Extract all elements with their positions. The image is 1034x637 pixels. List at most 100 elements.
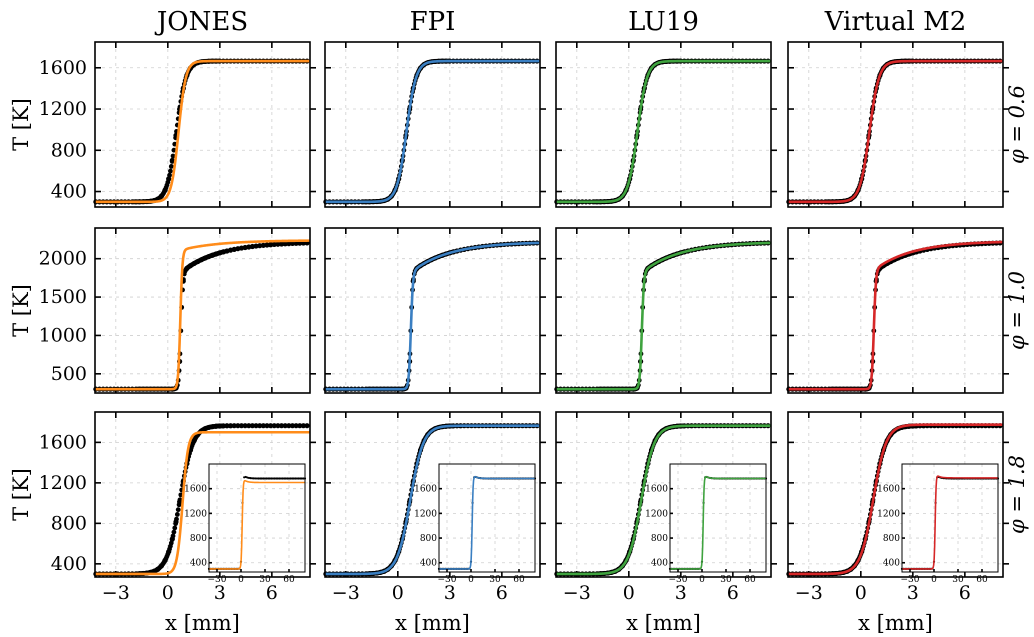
x-tick-label: 6 <box>496 582 508 604</box>
inset-fpi: −30 0 30 60 400 800 1200 1600 <box>414 463 537 585</box>
y-tick-label: 400 <box>51 553 87 575</box>
inset-model-line <box>670 475 766 570</box>
y-axis-title: T [K] <box>9 284 33 337</box>
reference-series-virtual-m2 <box>786 58 1003 205</box>
x-tick-label: 3 <box>214 582 226 604</box>
model-line-lu19 <box>556 241 772 391</box>
reference-point <box>260 423 266 429</box>
model-line-lu19 <box>556 59 771 204</box>
inset-x-tick-label: 0 <box>699 575 705 585</box>
inset-x-tick-label: 60 <box>283 575 295 585</box>
inset-reference-point <box>263 477 267 480</box>
x-tick-label: −3 <box>102 582 130 604</box>
inset-model-line <box>209 479 305 570</box>
axes-frame <box>94 411 311 578</box>
inset-reference-point <box>289 477 292 480</box>
reference-point <box>293 423 299 429</box>
inset-border <box>438 463 536 573</box>
inset-x-tick-label: −30 <box>208 575 227 585</box>
y-tick-label: 400 <box>51 181 87 203</box>
x-tick-label: 0 <box>855 582 867 604</box>
inset-reference-point <box>292 477 295 480</box>
reference-point <box>170 153 176 159</box>
reference-point <box>289 423 296 429</box>
inset-frame <box>901 463 999 573</box>
axes-frame <box>787 41 1004 208</box>
reference-series-jones <box>93 240 310 392</box>
reference-point <box>174 512 180 517</box>
reference-point <box>173 521 179 527</box>
model-line-virtual-m2 <box>788 59 1003 204</box>
axes-frame <box>324 411 541 578</box>
reference-point <box>253 423 259 429</box>
inset-y-tick-label: 1200 <box>645 509 668 519</box>
y-tick-label: 800 <box>51 512 87 534</box>
inset-x-tick-label: 30 <box>259 575 271 585</box>
inset-reference-point <box>254 477 257 480</box>
axes-frame <box>787 411 1004 578</box>
inset-reference-point <box>279 477 283 480</box>
inset-reference-point <box>270 477 273 480</box>
reference-point <box>169 159 175 164</box>
inset-x-tick-label: 0 <box>238 575 244 585</box>
y-axis-title: T [K] <box>9 468 33 521</box>
x-tick-label: 6 <box>959 582 971 604</box>
panel-fpi-row-0 <box>323 41 546 208</box>
inset-y-tick-label: 1600 <box>184 485 207 495</box>
y-tick-label: 1000 <box>39 324 87 346</box>
reference-point <box>169 537 175 543</box>
inset-reference-point <box>276 477 279 480</box>
reference-point <box>242 423 248 429</box>
x-tick-label: −3 <box>795 582 823 604</box>
model-line-fpi <box>325 424 540 576</box>
inset-reference-point <box>275 477 278 480</box>
inset-y-tick-label: 1600 <box>414 485 437 495</box>
reference-point <box>175 507 181 513</box>
inset-reference-point <box>297 477 300 480</box>
reference-point <box>275 423 281 429</box>
reference-point <box>171 529 177 535</box>
x-axis-title: x [mm] <box>395 611 470 635</box>
inset-reference-point <box>299 477 302 480</box>
reference-series-fpi <box>323 58 540 205</box>
inset-model-line <box>902 475 998 570</box>
column-title-virtual-m2: Virtual M2 <box>824 7 967 37</box>
x-axis-title: x [mm] <box>165 611 240 635</box>
panel-jones-row-1: 500 1000 1500 2000 <box>39 227 316 394</box>
column-title-lu19: LU19 <box>628 7 699 37</box>
reference-series-virtual-m2 <box>786 240 1003 392</box>
inset-reference-point <box>259 477 262 480</box>
model-line-virtual-m2 <box>788 423 1003 576</box>
reference-point <box>300 423 307 429</box>
inset-y-tick-label: 400 <box>190 559 207 569</box>
reference-point <box>246 423 252 429</box>
axes-frame <box>555 227 772 394</box>
panel-lu19-row-1 <box>554 227 777 394</box>
reference-point <box>221 249 227 255</box>
reference-point <box>235 423 241 429</box>
inset-lu19: −30 0 30 60 400 800 1200 1600 <box>645 463 768 585</box>
inset-border <box>669 463 767 573</box>
reference-series-jones <box>93 58 310 205</box>
model-line-fpi <box>325 241 541 391</box>
inset-reference-point <box>278 477 281 480</box>
inset-x-tick-label: −30 <box>438 575 457 585</box>
reference-point <box>271 423 277 429</box>
reference-point <box>249 423 256 429</box>
model-line-virtual-m2 <box>788 240 1004 391</box>
inset-frame <box>208 463 306 573</box>
inset-reference-point <box>302 477 305 480</box>
reference-point <box>227 423 234 429</box>
reference-series-fpi <box>323 240 540 392</box>
inset-y-tick-label: 1600 <box>877 485 900 495</box>
axes-frame <box>787 227 1004 394</box>
row-label-phi-2: φ = 1.8 <box>1005 455 1029 534</box>
reference-point <box>304 423 310 429</box>
inset-x-tick-label: 30 <box>720 575 732 585</box>
inset-reference-point <box>283 477 286 480</box>
x-tick-label: 3 <box>907 582 919 604</box>
x-tick-label: 0 <box>623 582 635 604</box>
reference-point <box>282 423 288 429</box>
model-line-lu19 <box>556 424 771 576</box>
